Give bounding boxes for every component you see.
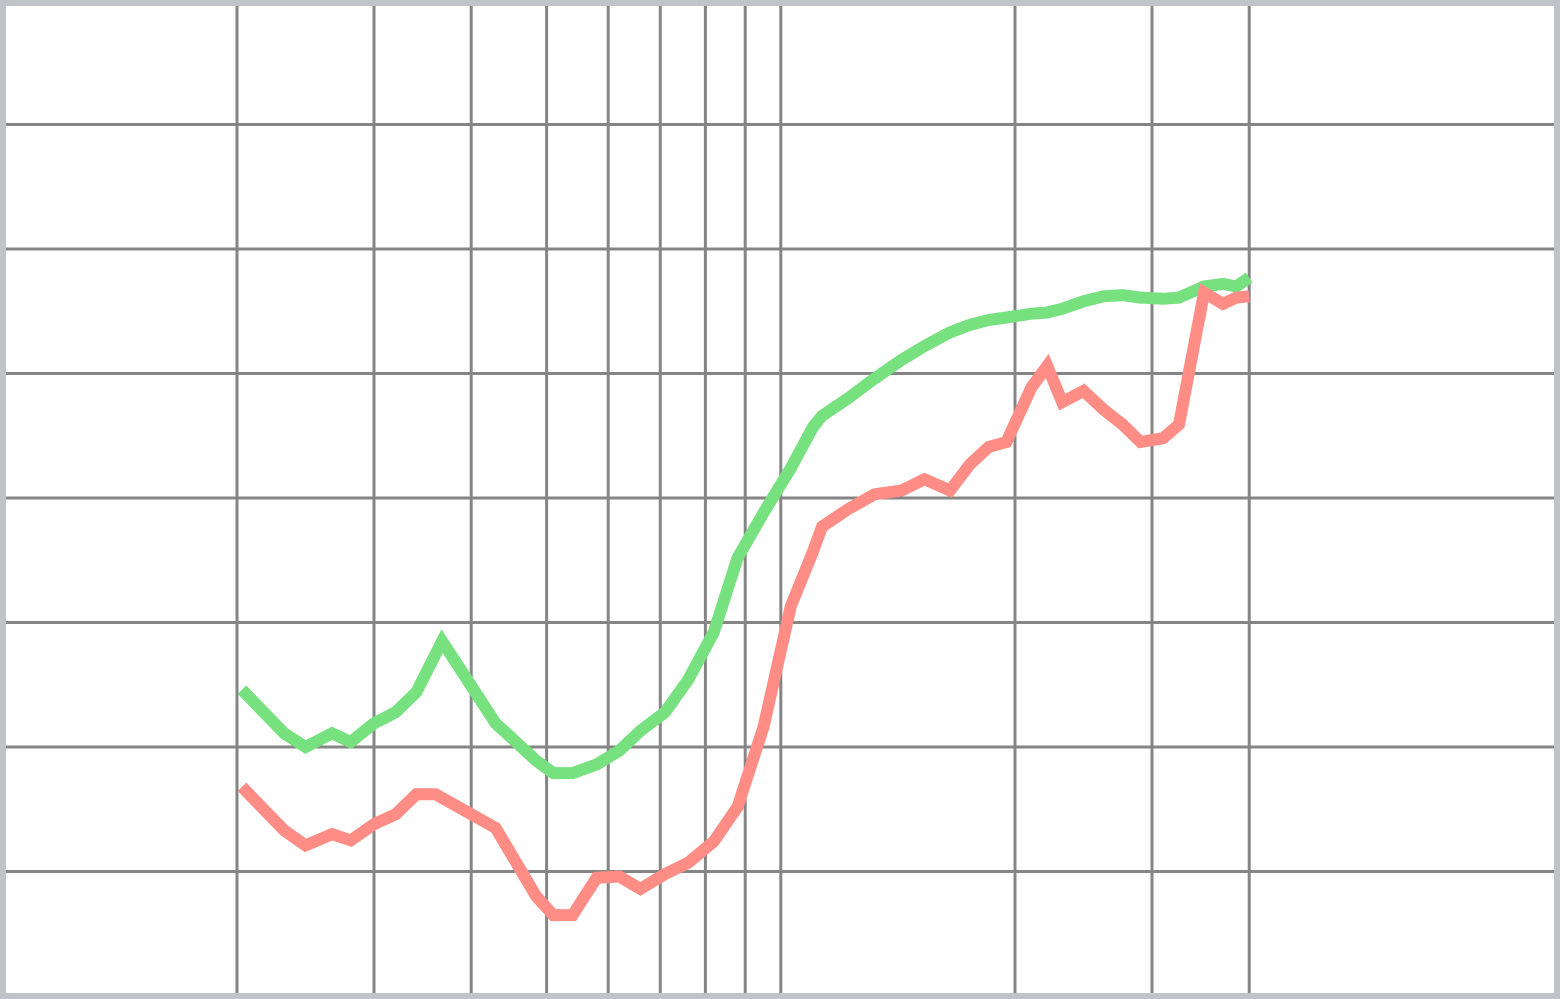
data-series [237,272,1253,922]
series-line-red [237,283,1250,922]
series-line-green [237,272,1253,780]
grid-lines [6,0,1554,993]
